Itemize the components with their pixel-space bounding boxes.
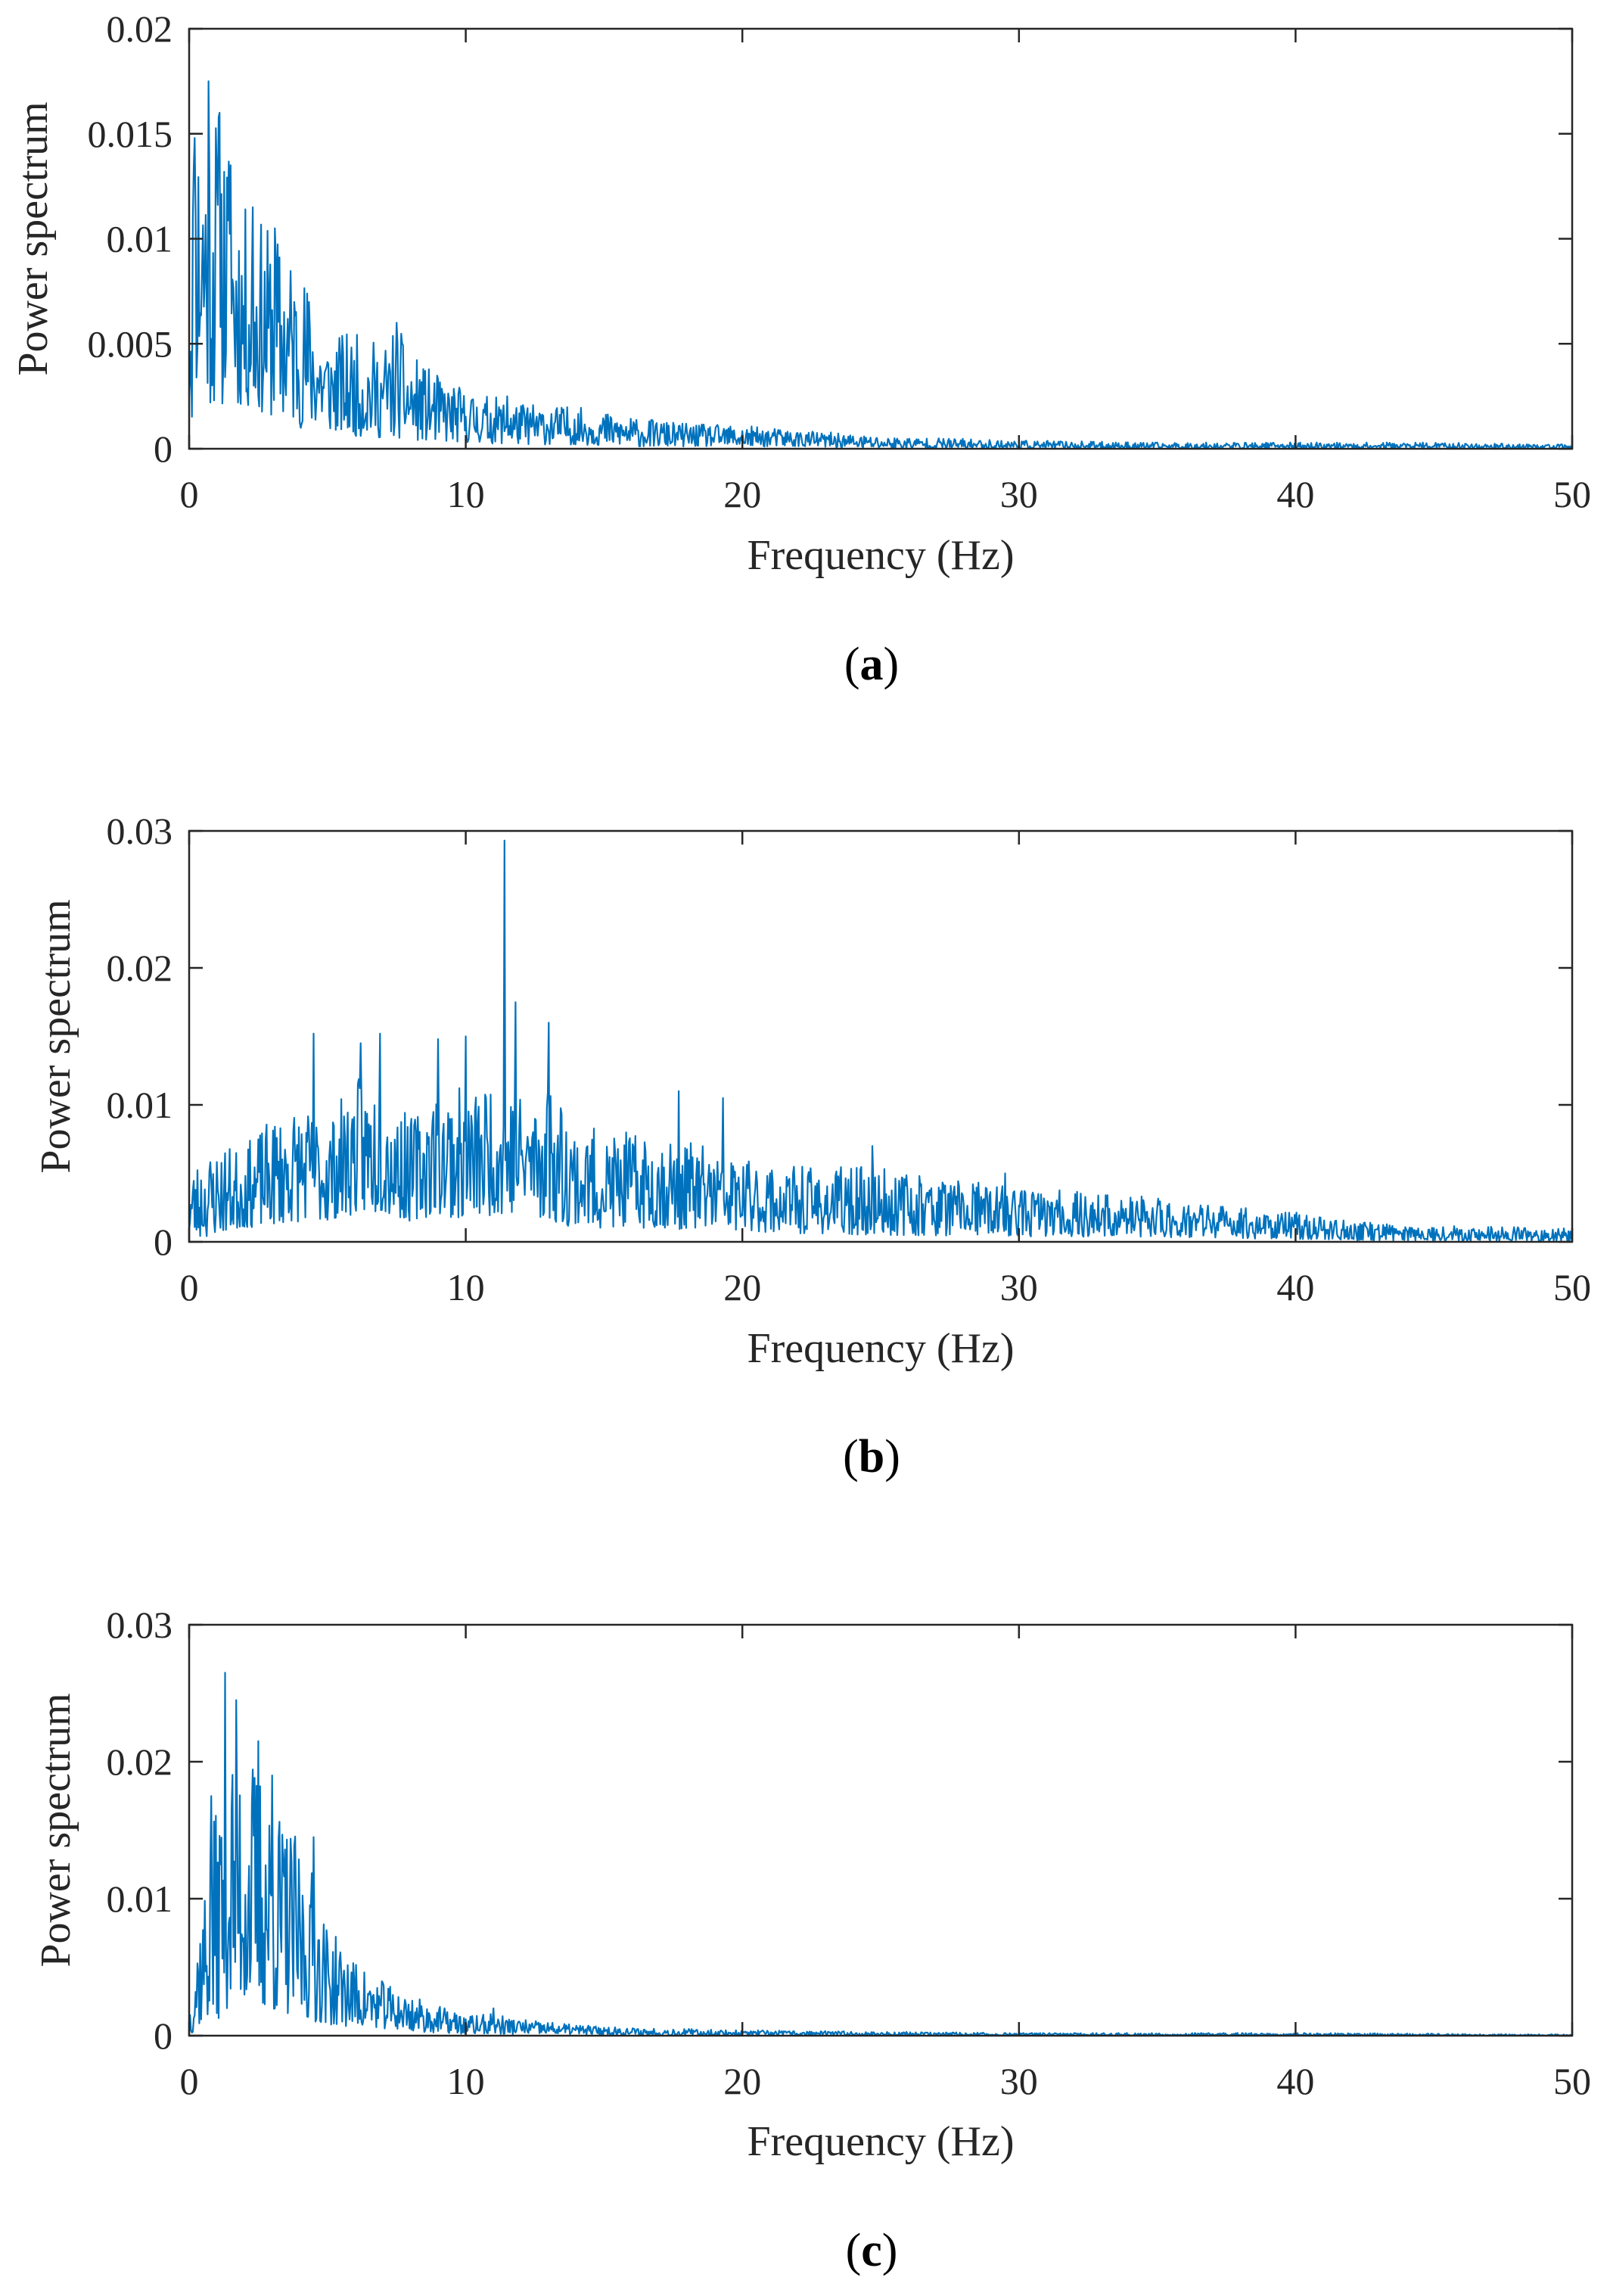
x-tick-label-a: 20: [723, 473, 761, 515]
y-tick-label-b: 0: [154, 1221, 172, 1263]
x-tick-label-b: 50: [1553, 1266, 1591, 1308]
x-tick-label-c: 30: [1000, 2060, 1038, 2102]
x-axis-label-c: Frequency (Hz): [748, 2118, 1015, 2165]
panels: 0 10 20 30 40 50 0 0.005 0.01 0.015 0.02 Frequency …: [10, 8, 1591, 2276]
caption-close-paren: ): [882, 2225, 898, 2276]
x-tick-label-b: 10: [447, 1266, 485, 1308]
y-tick-label-c: 0.01: [107, 1878, 173, 1920]
x-tick-label-c: 0: [180, 2060, 199, 2102]
panel-caption-c: (c): [846, 2225, 898, 2276]
panel-caption-a: (a): [844, 639, 899, 690]
caption-letter: c: [861, 2225, 882, 2276]
x-axis-label-a: Frequency (Hz): [748, 532, 1015, 579]
y-tick-label-b: 0.03: [107, 810, 173, 852]
spectrum-line-c: [188, 1672, 1573, 2037]
axes-box-c: [188, 1623, 1574, 2037]
panel-caption-b: (b): [843, 1431, 900, 1482]
x-tick-label-a: 10: [447, 473, 485, 515]
x-tick-label-a: 40: [1276, 473, 1314, 515]
y-tick-label-b: 0.01: [107, 1084, 173, 1126]
caption-open-paren: (: [846, 2225, 862, 2276]
x-tick-label-c: 40: [1276, 2060, 1314, 2102]
x-tick-label-b: 0: [180, 1266, 199, 1308]
x-tick-label-b: 30: [1000, 1266, 1038, 1308]
chart-panel-b: 0 10 20 30 40 50 0 0.01 0.02 0.03 Frequency (Hz) Po…: [33, 810, 1591, 1482]
x-tick-label-a: 0: [180, 473, 199, 515]
x-axis-label-b: Frequency (Hz): [748, 1325, 1015, 1372]
y-tick-label-a: 0.02: [107, 8, 173, 50]
caption-open-paren: (: [843, 1431, 859, 1482]
x-tick-label-b: 20: [723, 1266, 761, 1308]
y-tick-label-c: 0.03: [107, 1604, 173, 1646]
chart-panel-a: 0 10 20 30 40 50 0 0.005 0.01 0.015 0.02 Frequency …: [10, 8, 1591, 690]
y-tick-label-b: 0.02: [107, 947, 173, 989]
spectrum-line-a: [188, 80, 1573, 450]
y-axis-label-b: Power spectrum: [33, 899, 79, 1173]
caption-close-paren: ): [884, 1431, 900, 1482]
axes-box-b: [188, 829, 1574, 1243]
y-tick-label-c: 0: [154, 2014, 172, 2057]
chart-panel-c: 0 10 20 30 40 50 0 0.01 0.02 0.03 Frequency (Hz) Po…: [33, 1604, 1591, 2276]
caption-letter: a: [860, 639, 884, 690]
y-tick-label-c: 0.02: [107, 1741, 173, 1783]
spectrum-line-b: [188, 839, 1573, 1243]
caption-close-paren: ): [884, 639, 900, 690]
x-tick-label-c: 20: [723, 2060, 761, 2102]
axes-box-a: [188, 27, 1574, 450]
y-tick-label-a: 0.015: [88, 113, 173, 155]
caption-letter: b: [859, 1431, 884, 1482]
y-axis-label-c: Power spectrum: [33, 1693, 79, 1967]
x-tick-label-a: 30: [1000, 473, 1038, 515]
x-tick-label-c: 50: [1553, 2060, 1591, 2102]
x-tick-label-c: 10: [447, 2060, 485, 2102]
x-tick-label-b: 40: [1276, 1266, 1314, 1308]
caption-open-paren: (: [844, 639, 860, 690]
y-tick-label-a: 0.005: [88, 322, 173, 365]
x-tick-label-a: 50: [1553, 473, 1591, 515]
y-axis-label-a: Power spectrum: [10, 101, 57, 375]
y-tick-label-a: 0.01: [107, 218, 173, 260]
y-tick-label-a: 0: [154, 428, 172, 470]
